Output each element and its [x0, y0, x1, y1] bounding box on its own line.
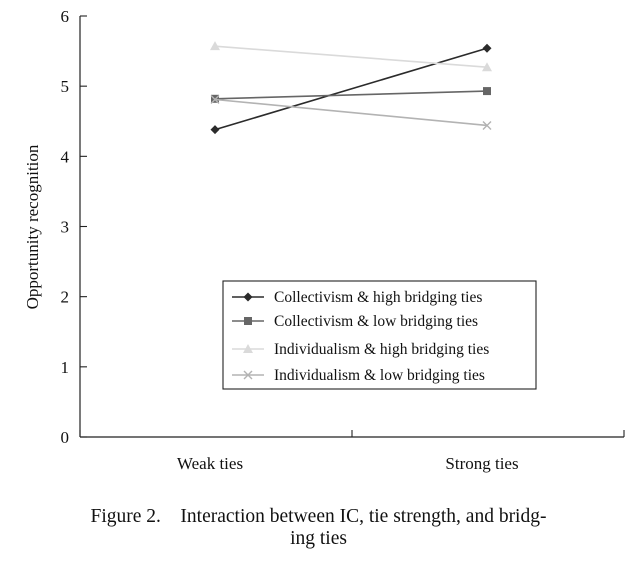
cross-marker-stroke: [210, 95, 220, 104]
y-ticks: 0 1 2 3 4 5 6: [61, 7, 87, 447]
series-line: [214, 90, 488, 100]
diamond-marker: [210, 125, 220, 135]
legend-entry: Collectivism & high bridging ties: [232, 289, 482, 306]
diamond-marker: [482, 43, 492, 53]
series-group: [210, 41, 492, 135]
legend-label: Collectivism & high bridging ties: [274, 289, 482, 306]
legend: Collectivism & high bridging ties Collect…: [222, 280, 537, 390]
legend-entry: Individualism & high bridging ties: [232, 341, 489, 358]
y-tick-label: 2: [61, 288, 70, 307]
series-line: [214, 98, 488, 127]
figure-caption: Figure 2. Interaction between IC, tie st…: [0, 506, 637, 550]
cross-marker: [243, 370, 253, 380]
y-tick-label: 4: [61, 147, 70, 166]
legend-label: Individualism & high bridging ties: [274, 341, 489, 358]
legend-label: Individualism & low bridging ties: [274, 367, 485, 384]
y-tick-label: 6: [61, 7, 70, 26]
diamond-marker: [243, 292, 253, 302]
series-4: [210, 95, 492, 130]
x-tick-label: Strong ties: [445, 454, 518, 473]
cross-marker: [482, 120, 492, 130]
square-marker: [244, 317, 252, 325]
cross-marker-stroke: [243, 370, 253, 380]
y-tick-label: 5: [61, 77, 70, 96]
series-line: [214, 47, 488, 131]
x-ticks: Weak ties Strong ties: [79, 430, 625, 473]
square-marker: [483, 87, 491, 96]
y-tick-label: 1: [61, 358, 70, 377]
triangle-marker: [482, 62, 492, 72]
legend-entry: Collectivism & low bridging ties: [232, 313, 478, 330]
triangle-marker: [210, 41, 220, 51]
x-tick-label: Weak ties: [177, 454, 243, 473]
y-tick-label: 3: [61, 218, 70, 237]
triangle-marker: [243, 344, 253, 353]
y-tick-label: 0: [61, 428, 70, 447]
series-line: [214, 45, 488, 69]
legend-label: Collectivism & low bridging ties: [274, 313, 478, 330]
series-1: [210, 43, 492, 135]
cross-marker: [210, 95, 220, 104]
legend-entry: Individualism & low bridging ties: [232, 367, 485, 384]
legend-box: [222, 280, 537, 390]
cross-marker-stroke: [482, 120, 492, 130]
caption-line-2: ing ties: [290, 528, 347, 549]
caption-line-1: Figure 2. Interaction between IC, tie st…: [90, 506, 547, 527]
line-chart: 0 1 2 3 4 5 6 Weak ties Strong ties Opportunity…: [23, 7, 625, 473]
series-3: [210, 41, 492, 72]
y-axis-label: Opportunity recognition: [23, 144, 42, 309]
